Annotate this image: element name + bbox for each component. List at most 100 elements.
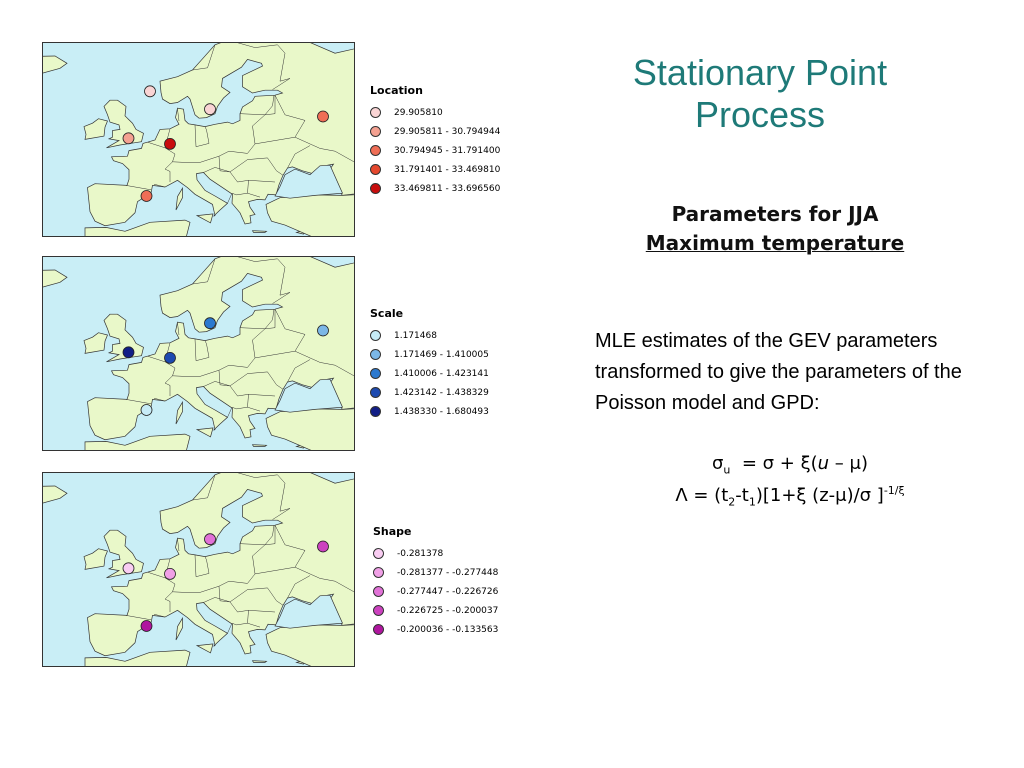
- location-land-shape: [83, 118, 108, 140]
- shape-country-border: [334, 580, 354, 593]
- scale-land-shape: [265, 408, 354, 450]
- scale-legend-rows: 1.171468 1.171469 - 1.410005 1.410006 - 1.…: [370, 326, 489, 421]
- scale-legend-label: 1.423142 - 1.438329: [394, 387, 489, 398]
- shape-country-border: [203, 597, 231, 603]
- location-station-marker: [164, 138, 176, 150]
- location-legend-swatch: [370, 126, 381, 137]
- shape-country-border: [237, 473, 291, 520]
- shape-legend-swatch: [373, 567, 384, 578]
- location-station-marker: [122, 132, 135, 145]
- shape-legend-row: -0.281377 - -0.277448: [373, 563, 498, 582]
- formula2-rest: )[1+ξ (z-μ)/σ ]: [755, 485, 884, 506]
- shape-legend-swatch: [373, 624, 384, 635]
- scale-legend-row: 1.410006 - 1.423141: [370, 364, 489, 383]
- formula-lambda: Λ = (t2-t1)[1+ξ (z-μ)/σ ]-1/ξ: [595, 484, 985, 509]
- scale-country-border: [252, 309, 276, 341]
- shape-legend-label: -0.277447 - -0.226726: [397, 586, 499, 597]
- location-legend-label: 31.791401 - 33.469810: [394, 164, 501, 175]
- location-country-border: [203, 167, 231, 173]
- scale-country-border: [172, 339, 256, 377]
- location-legend-swatch: [370, 107, 381, 118]
- shape-land-shape: [84, 649, 191, 666]
- subtitle-line1: Parameters for JJA: [671, 202, 879, 226]
- scale-station-marker: [317, 324, 329, 337]
- location-legend-label: 29.905810: [394, 107, 443, 118]
- scale-legend-label: 1.438330 - 1.680493: [394, 406, 489, 417]
- location-land-shape: [195, 213, 214, 224]
- location-legend-title: Location: [370, 84, 423, 97]
- formula-sigma-u: σu = σ + ξ(u – μ): [595, 453, 985, 477]
- scale-legend-label: 1.171468: [394, 330, 437, 341]
- shape-legend-swatch: [373, 548, 384, 559]
- scale-country-border: [153, 397, 166, 402]
- location-station-marker: [317, 110, 329, 123]
- shape-legend-row: -0.281378: [373, 544, 498, 563]
- scale-country-border: [125, 399, 152, 405]
- scale-legend-row: 1.171469 - 1.410005: [370, 345, 489, 364]
- shape-legend-swatch: [373, 605, 384, 616]
- shape-country-border: [192, 474, 216, 501]
- location-country-border: [218, 156, 248, 173]
- scale-station-marker: [140, 404, 153, 416]
- scale-map: [42, 256, 355, 451]
- location-country-border: [252, 95, 276, 127]
- scale-country-border: [227, 406, 248, 418]
- shape-legend-row: -0.200036 - -0.133563: [373, 620, 498, 639]
- shape-legend: Shape -0.281378 -0.281377 - -0.277448 -0.2…: [373, 525, 498, 639]
- location-station-marker: [140, 190, 153, 202]
- scale-country-border: [203, 381, 231, 387]
- location-station-marker: [204, 103, 216, 116]
- scale-sea-shape: [274, 378, 344, 413]
- scale-country-border: [194, 338, 210, 362]
- location-land-shape: [84, 219, 191, 236]
- location-country-border: [334, 150, 354, 163]
- location-legend-row: 30.794945 - 31.791400: [370, 141, 500, 160]
- scale-legend-swatch: [370, 387, 381, 398]
- scale-legend-swatch: [370, 330, 381, 341]
- scale-land-shape: [43, 269, 68, 288]
- shape-land-shape: [87, 473, 354, 657]
- formula1-eq: = σ + ξ(: [741, 453, 818, 474]
- location-map-svg: [43, 43, 354, 236]
- location-legend-rows: 29.905810 29.905811 - 30.794944 30.794945 …: [370, 103, 500, 198]
- shape-country-border: [227, 622, 248, 634]
- shape-station-marker: [122, 562, 135, 575]
- location-legend-row: 29.905811 - 30.794944: [370, 122, 500, 141]
- location-map: [42, 42, 355, 237]
- shape-station-marker: [204, 533, 216, 546]
- formula2-sub2: 2: [728, 495, 736, 509]
- scale-legend-title: Scale: [370, 307, 404, 320]
- location-country-border: [254, 136, 336, 152]
- scale-legend-row: 1.423142 - 1.438329: [370, 383, 489, 402]
- location-land-shape: [43, 55, 68, 74]
- shape-country-border: [153, 613, 166, 618]
- shape-country-border: [247, 587, 284, 606]
- location-country-border: [177, 109, 180, 122]
- location-country-border: [227, 192, 248, 204]
- shape-land-shape: [251, 660, 268, 663]
- location-country-border: [229, 171, 276, 183]
- shape-legend-title: Shape: [373, 525, 412, 538]
- location-country-border: [274, 95, 306, 138]
- location-land-shape: [87, 43, 354, 227]
- location-legend-row: 33.469811 - 33.696560: [370, 179, 500, 198]
- shape-land-shape: [83, 548, 108, 570]
- mle-description: MLE estimates of the GEV parameters tran…: [595, 330, 962, 414]
- shape-country-border: [125, 615, 152, 621]
- scale-country-border: [237, 257, 291, 304]
- location-legend-swatch: [370, 145, 381, 156]
- scale-station-marker: [164, 352, 176, 364]
- location-legend-label: 30.794945 - 31.791400: [394, 145, 501, 156]
- slide-title: Stationary Point Process: [560, 52, 960, 136]
- shape-country-border: [287, 575, 311, 599]
- shape-country-border: [172, 555, 256, 593]
- location-land-shape: [251, 230, 268, 233]
- scale-country-border: [334, 364, 354, 377]
- location-land-shape: [265, 194, 354, 236]
- shape-country-border: [229, 601, 276, 613]
- shape-country-border: [254, 566, 336, 582]
- location-legend-row: 31.791401 - 33.469810: [370, 160, 500, 179]
- shape-country-border: [239, 525, 275, 546]
- scale-legend-swatch: [370, 349, 381, 360]
- formula1-sigma: σ: [712, 453, 724, 474]
